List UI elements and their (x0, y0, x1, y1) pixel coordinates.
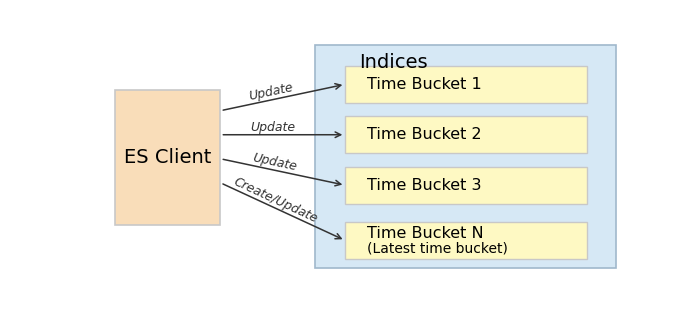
FancyBboxPatch shape (315, 45, 617, 268)
FancyBboxPatch shape (345, 222, 587, 259)
FancyBboxPatch shape (345, 116, 587, 154)
Text: Create/Update: Create/Update (232, 175, 320, 225)
Text: Update: Update (248, 81, 295, 103)
Text: Indices: Indices (358, 53, 428, 72)
Text: Time Bucket N: Time Bucket N (367, 226, 484, 241)
Text: ES Client: ES Client (124, 148, 211, 167)
Text: Time Bucket 2: Time Bucket 2 (367, 127, 482, 142)
Text: Time Bucket 1: Time Bucket 1 (367, 77, 482, 92)
Text: (Latest time bucket): (Latest time bucket) (367, 241, 508, 255)
FancyBboxPatch shape (115, 90, 220, 225)
FancyBboxPatch shape (345, 167, 587, 204)
Text: Time Bucket 3: Time Bucket 3 (367, 178, 482, 193)
FancyBboxPatch shape (345, 66, 587, 103)
Text: Update: Update (251, 121, 295, 134)
Text: Update: Update (251, 152, 298, 174)
